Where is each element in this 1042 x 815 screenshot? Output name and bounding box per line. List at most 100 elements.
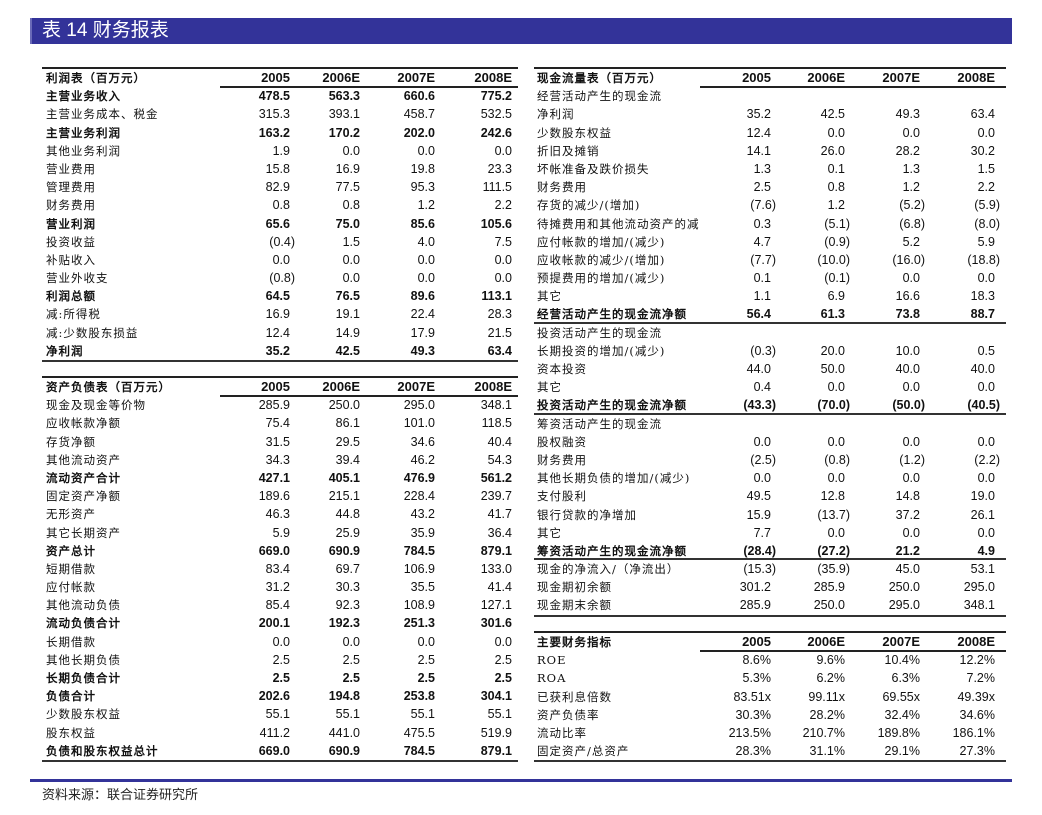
year-header: 2007E bbox=[882, 70, 920, 85]
cell-value: 411.2 bbox=[259, 725, 290, 740]
cell-value: 63.4 bbox=[487, 343, 512, 358]
table-row: 折旧及摊销 14.1 26.0 28.2 30.2 bbox=[534, 142, 1006, 160]
table-row: 应收帐款净额 75.4 86.1 101.0 118.5 bbox=[42, 414, 518, 432]
cell-value: 10.4% bbox=[884, 653, 920, 668]
cell-value: (7.6) bbox=[750, 198, 776, 213]
cell-value: 75.4 bbox=[265, 416, 290, 431]
row-label: 无形资产 bbox=[46, 507, 96, 522]
cell-value: 44.0 bbox=[746, 362, 771, 376]
cell-value: 26.1 bbox=[970, 507, 995, 522]
table-row: 主营业务成本、税金 315.3 393.1 458.7 532.5 bbox=[42, 105, 518, 123]
cell-value: 0.0 bbox=[977, 271, 995, 286]
cell-value: 55.1 bbox=[335, 707, 360, 722]
cell-value: 40.0 bbox=[895, 362, 920, 376]
cell-value: 192.3 bbox=[328, 616, 360, 631]
cell-value bbox=[845, 87, 920, 105]
cell-value: (5.9) bbox=[974, 198, 1000, 213]
cell-value: 458.7 bbox=[403, 107, 435, 122]
cell-value: 660.6 bbox=[403, 89, 435, 104]
cell-value: (35.9) bbox=[817, 562, 850, 577]
table-row: 其它 0.4 0.0 0.0 0.0 bbox=[534, 378, 1006, 396]
cell-value: 242.6 bbox=[480, 125, 512, 140]
cell-value: 40.0 bbox=[970, 362, 995, 376]
cell-value: 210.7% bbox=[802, 725, 845, 740]
cell-value: 31.1% bbox=[809, 744, 845, 759]
cell-value: 35.9 bbox=[410, 525, 435, 540]
table-row: 负债合计 202.6 194.8 253.8 304.1 bbox=[42, 687, 518, 705]
cell-value: 405.1 bbox=[328, 470, 360, 485]
cell-value: 12.4 bbox=[265, 325, 290, 340]
cell-value bbox=[700, 87, 771, 105]
cell-value: 200.1 bbox=[258, 616, 290, 631]
cell-value: 1.3 bbox=[902, 161, 920, 176]
row-label: 补贴收入 bbox=[46, 252, 96, 267]
cell-value: 213.5% bbox=[728, 725, 771, 740]
year-header: 2007E bbox=[882, 634, 920, 649]
cell-value: 0.0 bbox=[494, 271, 512, 286]
cell-value: 0.0 bbox=[494, 252, 512, 267]
cell-value: 2.5 bbox=[417, 671, 435, 685]
year-header: 2005 bbox=[742, 70, 771, 85]
year-header: 2005 bbox=[261, 379, 290, 394]
table-row: 长期投资的增加/(减少) (0.3) 20.0 10.0 0.5 bbox=[534, 342, 1006, 360]
cell-value: 163.2 bbox=[258, 125, 290, 140]
header-row: 资产负债表（百万元） 2005 2006E 2007E 2008E bbox=[42, 378, 518, 398]
cell-value: (27.2) bbox=[817, 543, 850, 558]
table-row: 现金及现金等价物 285.9 250.0 295.0 348.1 bbox=[42, 396, 518, 414]
cell-value: 55.1 bbox=[265, 707, 290, 722]
cell-value: 19.8 bbox=[410, 161, 435, 176]
cell-value: 0.4 bbox=[753, 380, 771, 395]
cell-value: 0.8 bbox=[272, 198, 290, 213]
cell-value: 86.1 bbox=[335, 416, 360, 431]
cell-value: 19.0 bbox=[970, 489, 995, 504]
cell-value: 250.0 bbox=[888, 580, 920, 595]
cell-value: 2.5 bbox=[342, 671, 360, 685]
row-label: ROE bbox=[537, 653, 567, 668]
table-heading: 利润表（百万元） bbox=[46, 71, 146, 85]
cell-value: 42.5 bbox=[335, 343, 360, 358]
year-header: 2005 bbox=[742, 634, 771, 649]
row-label: 经营活动产生的现金流 bbox=[537, 89, 662, 104]
cell-value: 1.2 bbox=[902, 180, 920, 195]
table-row: 待摊费用和其他流动资产的减 0.3 (5.1) (6.8) (8.0) bbox=[534, 215, 1006, 233]
row-label: 其它 bbox=[537, 289, 562, 304]
cell-value: 36.4 bbox=[487, 525, 512, 540]
cell-value: 879.1 bbox=[480, 743, 512, 758]
cell-value: 0.1 bbox=[827, 161, 845, 176]
cell-value: 29.5 bbox=[335, 434, 360, 449]
cell-value: (50.0) bbox=[892, 398, 925, 413]
cell-value: 561.2 bbox=[480, 470, 512, 485]
cell-value: 31.2 bbox=[265, 580, 290, 595]
cell-value: 0.0 bbox=[977, 380, 995, 395]
cell-value: 0.0 bbox=[902, 125, 920, 140]
table-row: 经营活动产生的现金流 bbox=[534, 87, 1006, 105]
cell-value: (15.3) bbox=[743, 562, 776, 577]
cell-value: 95.3 bbox=[410, 180, 435, 195]
cell-value: (13.7) bbox=[817, 507, 850, 522]
cell-value: (70.0) bbox=[817, 398, 850, 413]
cell-value: 5.9 bbox=[272, 525, 290, 540]
table-row: 筹资活动产生的现金流 bbox=[534, 415, 1006, 433]
cell-value: 2.2 bbox=[977, 180, 995, 195]
cell-value: 106.9 bbox=[403, 561, 435, 576]
cell-value: 0.0 bbox=[417, 271, 435, 286]
cell-value: 15.8 bbox=[265, 161, 290, 176]
row-label: 投资收益 bbox=[46, 234, 96, 249]
cell-value: 1.3 bbox=[753, 161, 771, 176]
cell-value: 21.5 bbox=[487, 325, 512, 340]
cell-value: 17.9 bbox=[410, 325, 435, 340]
cell-value: 304.1 bbox=[480, 689, 512, 704]
cell-value bbox=[700, 324, 771, 342]
row-label: 净利润 bbox=[46, 343, 84, 358]
table-row: 其它长期资产 5.9 25.9 35.9 36.4 bbox=[42, 524, 518, 542]
cell-value bbox=[920, 415, 995, 433]
cell-value: 41.7 bbox=[487, 507, 512, 522]
cell-value: 8.6% bbox=[742, 653, 772, 668]
cell-value: 55.1 bbox=[410, 707, 435, 722]
cell-value: (18.8) bbox=[967, 252, 1000, 267]
cell-value: 2.2 bbox=[494, 198, 512, 213]
cell-value: 475.5 bbox=[403, 725, 435, 740]
cell-value: 427.1 bbox=[258, 470, 290, 485]
cell-value: 85.4 bbox=[265, 598, 290, 613]
cell-value: 34.6 bbox=[410, 434, 435, 449]
